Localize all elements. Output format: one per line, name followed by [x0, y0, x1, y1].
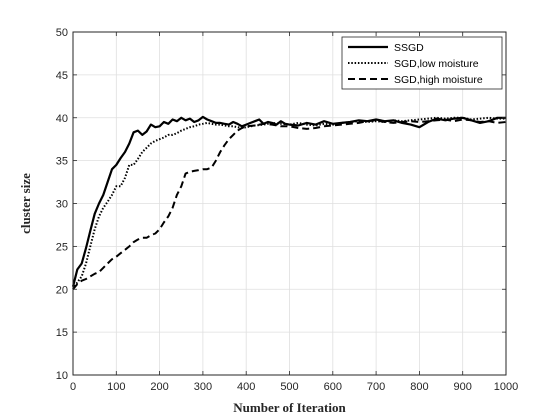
x-tick-label: 400 — [237, 381, 255, 393]
series-lines — [71, 115, 507, 290]
x-tick-label: 700 — [367, 381, 385, 393]
legend: SSGD SGD,low moisture SGD,high moisture — [341, 36, 503, 90]
x-tick-label: 600 — [324, 381, 342, 393]
y-axis-label: cluster size — [18, 173, 33, 234]
y-tick-label: 30 — [56, 199, 68, 211]
y-tick-label: 15 — [56, 327, 68, 339]
x-tick-label: 1000 — [494, 381, 518, 393]
series-line-2 — [72, 118, 507, 290]
legend-label: SSGD — [394, 42, 424, 54]
x-tick-label: 100 — [107, 381, 125, 393]
x-axis: 0 100 200 300 400 500 600 700 800 900 1000 — [70, 32, 518, 393]
x-tick-label: 300 — [194, 381, 212, 393]
y-axis: 10 15 20 25 30 35 40 45 50 — [56, 27, 506, 382]
y-tick-label: 45 — [56, 70, 68, 82]
y-tick-label: 10 — [56, 370, 68, 382]
x-tick-label: 800 — [410, 381, 428, 393]
y-tick-label: 20 — [56, 284, 68, 296]
x-tick-label: 0 — [70, 381, 76, 393]
y-tick-label: 35 — [56, 156, 68, 168]
y-tick-label: 50 — [56, 27, 68, 39]
legend-label: SGD,high moisture — [394, 74, 483, 86]
y-tick-label: 25 — [56, 241, 68, 253]
x-tick-label: 200 — [150, 381, 168, 393]
x-axis-label: Number of Iteration — [233, 400, 346, 415]
legend-label: SGD,low moisture — [394, 58, 479, 70]
x-tick-label: 500 — [280, 381, 298, 393]
y-tick-label: 40 — [56, 113, 68, 125]
x-tick-label: 900 — [454, 381, 472, 393]
